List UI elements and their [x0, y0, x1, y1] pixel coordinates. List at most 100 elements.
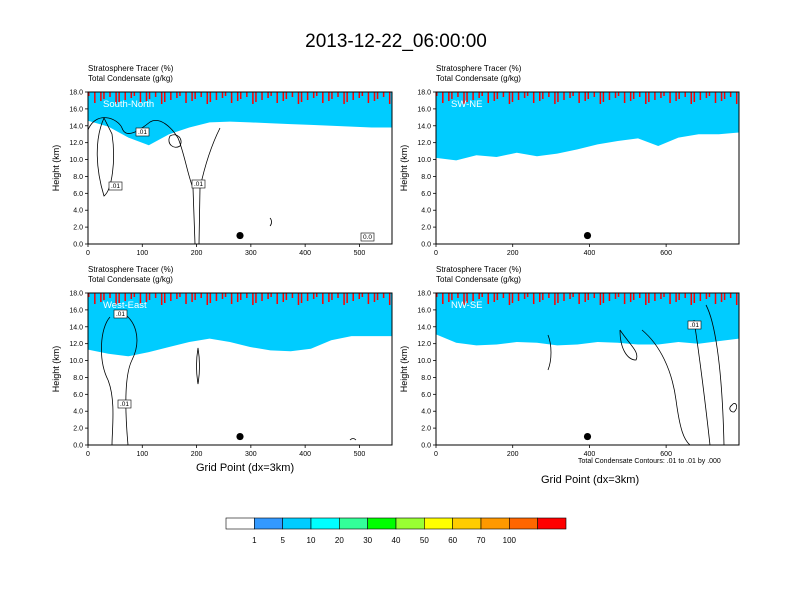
- tracer-spike: [170, 92, 172, 100]
- tracer-spike: [654, 293, 656, 301]
- tracer-spike: [442, 92, 444, 103]
- tracer-spike: [388, 293, 391, 305]
- contour-label: 0.0: [363, 234, 372, 241]
- tracer-spike: [639, 293, 641, 298]
- tracer-spike: [663, 293, 665, 297]
- tracer-spike: [312, 92, 315, 98]
- tracer-spike: [723, 293, 726, 300]
- tracer-spike: [261, 293, 263, 301]
- tracer-spike: [179, 293, 181, 297]
- tracer-spike: [617, 293, 620, 297]
- y-tick-label: 16.0: [417, 106, 431, 113]
- tracer-spike: [729, 293, 732, 298]
- tracer-spike: [699, 92, 702, 100]
- tracer-spike: [246, 293, 248, 298]
- y-tick-label: 4.0: [73, 409, 83, 416]
- tracer-spike: [191, 92, 193, 101]
- tracer-spike: [352, 92, 354, 100]
- colorbar: 1 5 10 20 30 40 50 60 70 100: [225, 517, 567, 545]
- tracer-spike: [100, 293, 102, 302]
- colorbar-segment: [310, 517, 340, 530]
- panel-title-line2: Total Condensate (g/kg): [88, 74, 173, 83]
- tracer-spike: [115, 293, 117, 305]
- tracer-spike: [481, 92, 483, 96]
- tracer-spike: [236, 293, 239, 302]
- condensate-contour: [119, 311, 138, 445]
- tracer-spike: [154, 293, 157, 298]
- y-tick-label: 12.0: [69, 140, 83, 147]
- tracer-spike: [542, 92, 544, 99]
- colorbar-label: 1: [252, 536, 257, 545]
- y-tick-label: 0.0: [421, 242, 431, 249]
- tracer-spike: [316, 293, 318, 297]
- tracer-spike: [367, 92, 370, 103]
- condensate-contour: [101, 316, 114, 445]
- colorbar-segment: [225, 517, 255, 530]
- contour-label-box: [191, 179, 206, 189]
- tracer-spike: [306, 92, 309, 100]
- tracer-spike: [148, 293, 151, 300]
- tracer-spike: [554, 92, 556, 104]
- tracer-spike: [224, 92, 227, 96]
- contour-label-box: [113, 309, 128, 319]
- y-tick-label: 14.0: [69, 123, 83, 130]
- tracer-spike: [164, 293, 166, 303]
- colorbar-label: 70: [477, 536, 486, 545]
- tracer-spike: [276, 92, 278, 103]
- tracer-spike: [176, 293, 178, 299]
- panel-sw-ne: 0.0 2.0 4.0 6.0 8.0 10.0 12.0 14.0 16.0 18.0 0 200 4…: [399, 64, 740, 257]
- tracer-spike: [118, 293, 120, 303]
- condensate-contour: [349, 438, 357, 441]
- tracer-spike: [179, 92, 181, 96]
- y-tick-label: 8.0: [73, 375, 83, 382]
- tracer-spike: [103, 92, 105, 99]
- y-axis-label: Height (km): [51, 346, 61, 393]
- x-axis-title-left: Grid Point (dx=3km): [196, 462, 295, 474]
- colorbar-label: 5: [280, 536, 285, 545]
- plot-frame: [435, 292, 740, 446]
- tracer-spike: [587, 92, 589, 99]
- tracer-spike: [270, 293, 272, 297]
- tracer-spike: [660, 92, 662, 98]
- plot-area: .01: [436, 293, 739, 445]
- tracer-spike: [88, 92, 90, 96]
- tracer-spike: [735, 92, 738, 104]
- tracer-spike: [472, 293, 474, 301]
- tracer-spike: [103, 293, 105, 300]
- tracer-layer-1-5: [436, 293, 739, 346]
- tracer-spike: [176, 92, 178, 98]
- tracer-spike: [252, 293, 254, 305]
- tracer-spike: [587, 293, 589, 300]
- tracer-spike: [346, 293, 348, 303]
- panel-title-line2: Total Condensate (g/kg): [436, 74, 521, 83]
- tracer-spike: [215, 92, 218, 100]
- tracer-spike: [584, 293, 586, 302]
- tracer-spike: [569, 293, 571, 299]
- contour-label-box: [360, 232, 375, 242]
- tracer-spike: [109, 293, 111, 298]
- tracer-spike: [322, 92, 324, 103]
- tracer-spike: [502, 92, 505, 97]
- tracer-spike: [608, 293, 611, 301]
- tracer-spike: [663, 92, 665, 96]
- tracer-spike: [331, 293, 333, 300]
- y-tick-label: 2.0: [421, 426, 431, 433]
- tracer-spike: [252, 92, 254, 104]
- tracer-spike: [261, 92, 263, 100]
- tracer-spike: [578, 92, 580, 103]
- x-tick-label: 100: [136, 451, 148, 458]
- tracer-spike: [316, 92, 318, 96]
- y-tick-label: 16.0: [69, 106, 83, 113]
- y-tick-label: 16.0: [69, 307, 83, 314]
- tracer-spike: [557, 92, 559, 102]
- tracer-spike: [705, 92, 708, 98]
- tracer-spike: [714, 293, 717, 304]
- tracer-spike: [584, 92, 586, 101]
- contour-label: .01: [111, 183, 120, 190]
- tracer-spike: [206, 293, 209, 305]
- tracer-spike: [539, 92, 541, 101]
- contour-label-box: [135, 127, 150, 137]
- tracer-spike: [115, 92, 117, 104]
- tracer-spike: [240, 92, 242, 99]
- tracer-spike: [511, 92, 514, 102]
